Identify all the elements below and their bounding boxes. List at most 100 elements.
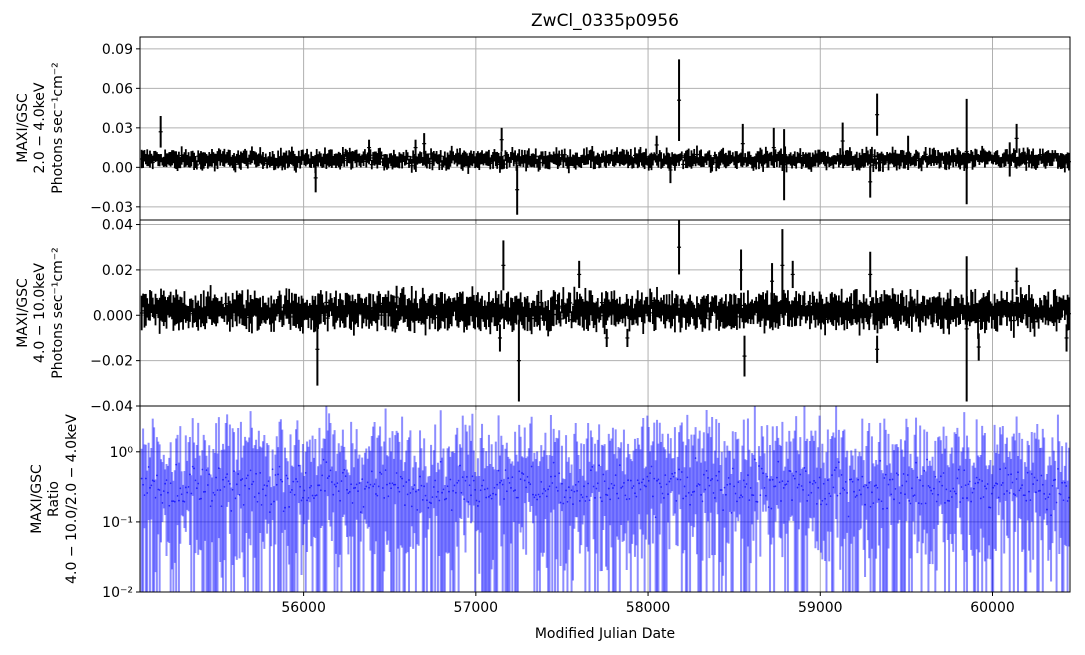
ratio-point [416,508,419,511]
ratio-point [668,480,671,483]
ratio-point [408,479,410,481]
ratio-point [718,470,720,473]
ratio-point [645,485,647,488]
ratio-point [826,479,829,481]
ratio-point [329,469,332,472]
ratio-point [973,487,975,490]
ratio-point [255,472,257,475]
ratio-point [426,499,428,502]
ratio-point [855,494,858,497]
ratio-point [740,494,742,497]
ratio-point [996,483,999,485]
ratio-point [777,460,780,463]
ratio-point [299,485,302,488]
ratio-point [527,481,530,484]
ratio-point [911,487,913,490]
ratio-point [470,494,472,497]
ratio-point [216,489,219,491]
ratio-point [656,479,658,482]
ratio-point [326,477,329,479]
ratio-point [434,479,437,482]
ratio-point [850,478,853,481]
ratio-point [774,485,777,488]
y-tick-label: −0.04 [90,399,133,415]
ratio-point [675,499,678,502]
chart-title: ZwCl_0335p0956 [531,11,679,31]
ratio-point [599,496,602,499]
ratio-point [813,479,815,482]
ratio-point [606,494,609,497]
ratio-point [465,475,468,478]
ratio-point [450,509,453,512]
ratio-point [248,487,251,490]
ratio-point [734,492,737,495]
ratio-point [372,485,375,488]
ratio-point [886,507,888,510]
ratio-point [923,469,926,472]
ratio-point [565,489,567,492]
ratio-point [902,473,905,475]
ratio-point [460,491,463,494]
ratio-point [824,497,826,500]
y-tick-label: 0.09 [102,42,133,58]
ratio-point [545,495,548,498]
ratio-point [982,496,985,498]
ratio-point [559,501,562,504]
ratio-point [494,493,497,496]
ratio-point [167,491,169,494]
ratio-point [646,475,649,478]
ratio-point [807,494,810,497]
ratio-point [986,483,989,485]
ratio-point [274,474,277,476]
ratio-point [967,483,970,486]
x-axis-label: Modified Julian Date [535,626,675,642]
ratio-point [791,499,793,501]
ratio-point [955,492,957,495]
ratio-point [347,492,350,495]
ratio-point [468,484,471,487]
ratio-point [1054,478,1057,481]
ratio-point [957,468,960,471]
ratio-point [624,494,627,497]
ratio-point [613,484,616,487]
ratio-point [840,474,843,476]
ratio-point [654,516,657,519]
ratio-point [638,482,640,485]
ratio-point [574,484,577,486]
ratio-point [589,469,592,472]
ratio-point [729,483,731,485]
ratio-point [536,498,539,501]
ratio-point [583,485,585,488]
ratio-point [205,469,208,472]
ratio-point [361,478,364,481]
ratio-point [278,465,281,468]
ratio-point [712,492,715,494]
ratio-point [206,484,209,486]
ratio-point [155,474,158,477]
ratio-point [543,488,545,490]
ratio-point [540,481,543,483]
ratio-point [198,498,201,501]
ratio-point [596,482,599,485]
ratio-point [424,494,427,497]
ratio-point [303,489,306,492]
ratio-point [213,493,216,496]
ratio-point [194,479,197,482]
ratio-point [1046,508,1048,511]
ratio-point [767,506,770,509]
ratio-point [328,475,330,478]
ratio-point [759,494,762,497]
ratio-point [926,458,928,461]
ratio-point [915,461,917,464]
ratio-point [876,486,879,489]
ratio-point [1012,493,1015,495]
ratio-point [478,500,481,503]
ratio-point [173,500,176,503]
ratio-point [211,500,213,502]
ratio-point [785,483,788,486]
y-tick-label: 10⁻¹ [102,515,133,531]
ratio-point [758,465,760,467]
ratio-point [537,493,540,496]
ratio-point [499,481,501,484]
ratio-point [577,480,580,483]
